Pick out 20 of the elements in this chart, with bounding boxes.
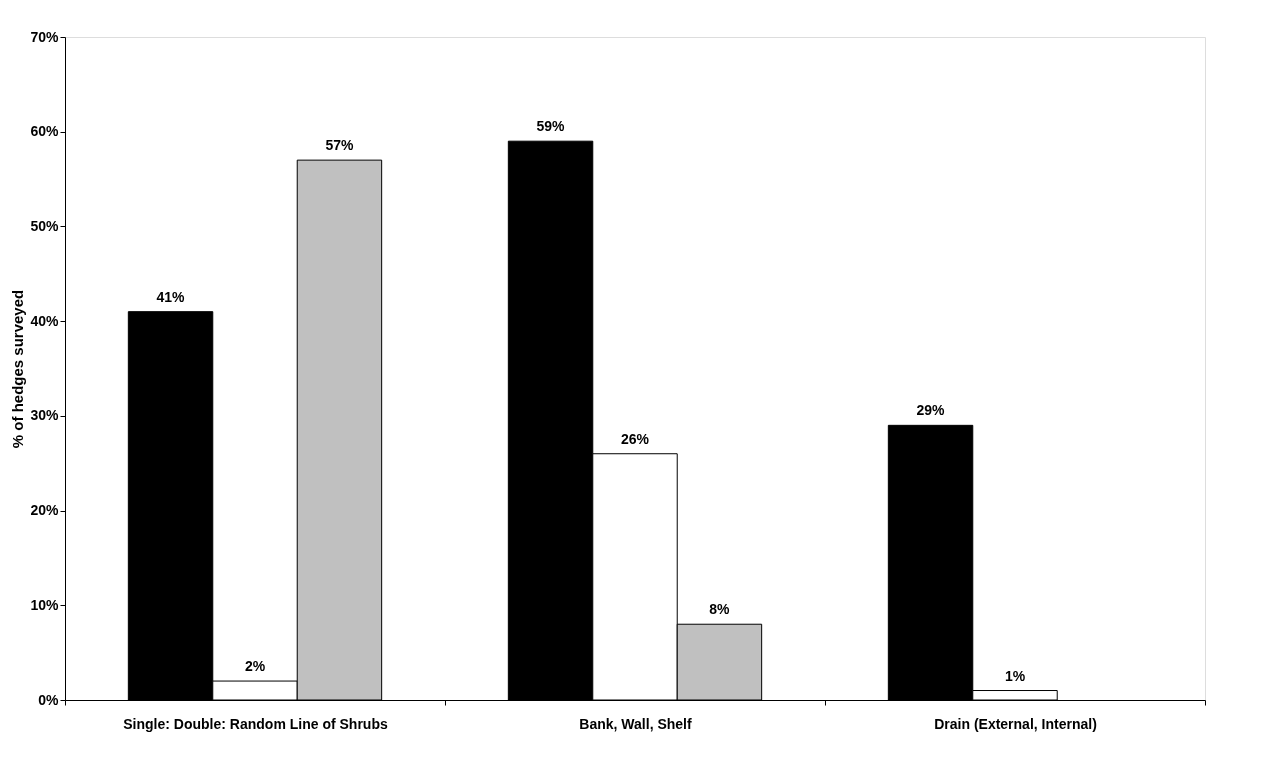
y-tick-label: 70% bbox=[30, 28, 60, 45]
x-tick-label: Bank, Wall, Shelf bbox=[579, 715, 692, 732]
y-tick-label: 50% bbox=[30, 217, 60, 234]
y-tick-label: 20% bbox=[30, 502, 60, 519]
data-label: 8% bbox=[709, 601, 731, 618]
y-axis-title: % of hedges surveyed bbox=[9, 289, 27, 449]
y-tick-label: 40% bbox=[30, 312, 60, 329]
data-label: 59% bbox=[536, 118, 566, 135]
x-tick-label: Drain (External, Internal) bbox=[934, 715, 1097, 732]
data-label: 57% bbox=[325, 137, 354, 154]
data-label: 29% bbox=[916, 402, 946, 419]
data-label: 26% bbox=[620, 430, 650, 447]
data-label: 1% bbox=[1004, 667, 1026, 684]
y-tick-label: 0% bbox=[38, 691, 60, 708]
y-tick-label: 60% bbox=[30, 123, 60, 140]
x-tick-label: Single: Double: Random Line of Shrubs bbox=[123, 715, 388, 732]
data-label: 41% bbox=[156, 288, 186, 305]
data-label: 2% bbox=[244, 658, 266, 675]
y-tick-label: 30% bbox=[30, 407, 60, 424]
y-tick-label: 10% bbox=[30, 596, 60, 613]
